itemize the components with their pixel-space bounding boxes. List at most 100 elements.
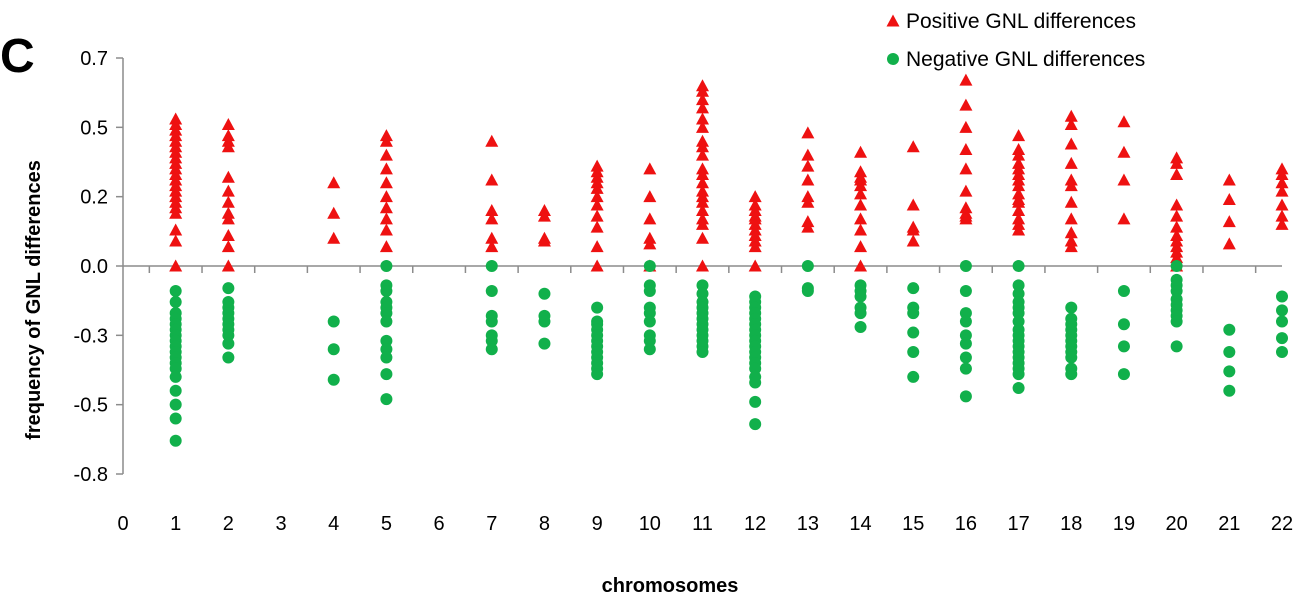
negative-point (169, 398, 182, 411)
legend: Positive GNL differences Negative GNL di… (886, 10, 1145, 71)
negative-point (327, 343, 340, 356)
x-tick-label: 12 (744, 513, 766, 535)
negative-point (169, 384, 182, 397)
positive-point (1064, 240, 1078, 253)
negative-point (1170, 340, 1183, 353)
negative-point (591, 368, 604, 381)
negative-point (169, 370, 182, 383)
negative-point (1276, 290, 1288, 303)
negative-point (749, 362, 762, 375)
positive-point (1064, 137, 1078, 150)
negative-point (907, 282, 920, 295)
positive-point (696, 195, 709, 208)
positive-point (801, 195, 815, 208)
positive-point (1222, 192, 1236, 205)
positive-point (590, 220, 604, 233)
positive-point (696, 231, 709, 244)
negative-point (854, 290, 867, 303)
positive-point (748, 259, 762, 272)
positive-point (801, 159, 815, 172)
negative-point (1276, 345, 1288, 358)
positive-point (1275, 184, 1289, 197)
negative-point (696, 279, 709, 292)
positive-point (696, 259, 709, 272)
x-tick-label: 5 (381, 513, 392, 535)
positive-point (959, 98, 973, 111)
positive-point (1012, 129, 1026, 142)
positive-point (696, 176, 709, 189)
negative-point (959, 260, 972, 272)
negative-point (801, 284, 814, 297)
positive-point (906, 140, 920, 153)
positive-point (1117, 212, 1131, 225)
positive-point (169, 259, 183, 272)
x-tick-label: 17 (1007, 513, 1029, 535)
negative-point (1117, 340, 1130, 353)
positive-point (906, 234, 920, 247)
x-tick-label: 16 (955, 513, 977, 535)
negative-point (854, 307, 867, 320)
positive-point (590, 240, 604, 253)
negative-point (169, 284, 182, 297)
negative-point (959, 329, 972, 342)
positive-point (379, 223, 393, 236)
positive-point (221, 259, 235, 272)
negative-point (380, 260, 393, 272)
positive-point (959, 162, 973, 175)
negative-point (1223, 365, 1236, 378)
y-tick-label: -0.3 (74, 325, 108, 347)
negative-point (1223, 323, 1236, 336)
positive-point (1275, 167, 1289, 180)
negative-point (1012, 307, 1025, 320)
positive-point (1064, 195, 1078, 208)
negative-point (538, 287, 551, 300)
x-tick-label: 1 (170, 513, 181, 535)
negative-point (643, 284, 656, 297)
negative-point (1117, 284, 1130, 297)
negative-point (959, 351, 972, 364)
x-tick-label: 11 (692, 513, 713, 535)
y-axis-title: frequency of GNL differences (23, 160, 45, 440)
positive-point (379, 134, 393, 147)
negative-point (959, 337, 972, 350)
positive-point (1222, 215, 1236, 228)
positive-point (906, 223, 920, 236)
negative-point (1012, 279, 1025, 292)
positive-point (906, 198, 920, 211)
positive-point (1012, 148, 1026, 161)
positive-point (1117, 145, 1131, 158)
negative-point (696, 287, 709, 300)
positive-point (221, 195, 235, 208)
x-axis-ticks: 0 1 2 3 4 5 6 7 8 9 10 11 12 13 14 15 16 17 18 19 20 21 22 (117, 266, 1293, 535)
negative-point (222, 337, 235, 350)
negative-point (959, 390, 972, 403)
positive-point (959, 73, 973, 86)
positive-point (696, 204, 709, 217)
negative-point (1170, 315, 1183, 328)
positive-point (1170, 251, 1184, 264)
negative-point (959, 362, 972, 375)
negative-point (380, 307, 393, 320)
positive-point (1064, 212, 1078, 225)
negative-point (907, 326, 920, 339)
x-tick-label: 10 (639, 513, 661, 535)
positive-point (1012, 223, 1026, 236)
positive-point (221, 228, 235, 241)
negative-point (169, 434, 182, 447)
negative-point (538, 337, 551, 350)
positive-point (959, 184, 973, 197)
positive-point (485, 204, 499, 217)
x-tick-label: 18 (1060, 513, 1082, 535)
negative-point (327, 373, 340, 386)
negative-point (380, 315, 393, 328)
positive-point (221, 212, 235, 225)
negative-point (1012, 368, 1025, 381)
positive-point (748, 190, 762, 203)
negative-point (485, 343, 498, 356)
negative-point (380, 368, 393, 381)
negative-point (1012, 382, 1025, 395)
negative-point (749, 395, 762, 408)
negative-point (222, 329, 235, 342)
negative-point (643, 260, 656, 272)
positive-point (1170, 220, 1184, 233)
